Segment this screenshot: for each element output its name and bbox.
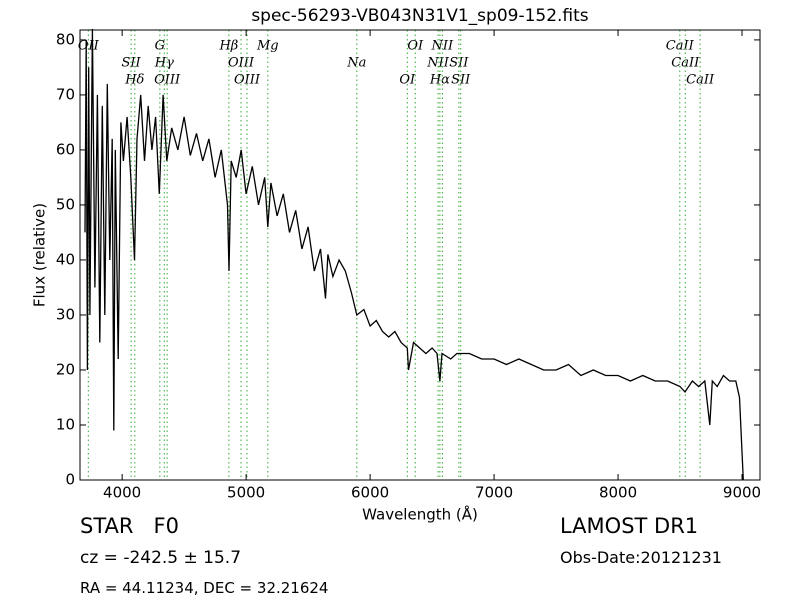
emission-label: OIII bbox=[154, 73, 181, 88]
emission-label: Hγ bbox=[154, 56, 174, 71]
emission-label: CaII bbox=[666, 39, 695, 54]
emission-label: SII bbox=[449, 56, 469, 71]
y-tick-label: 80 bbox=[56, 30, 75, 48]
x-tick-label: 9000 bbox=[723, 484, 761, 502]
y-tick-label: 0 bbox=[65, 471, 75, 489]
obs-date: Obs-Date:20121231 bbox=[560, 548, 722, 567]
emission-label: Hα bbox=[429, 73, 450, 88]
x-tick-label: 7000 bbox=[475, 484, 513, 502]
survey: LAMOST DR1 bbox=[560, 514, 699, 538]
emission-label: OI bbox=[399, 73, 416, 88]
x-tick-label: 5000 bbox=[227, 484, 265, 502]
emission-label: Hβ bbox=[218, 39, 238, 54]
emission-label: SII bbox=[121, 56, 141, 71]
x-axis-label: Wavelength (Å) bbox=[362, 505, 478, 524]
emission-label: OIII bbox=[228, 56, 255, 71]
spectrum bbox=[84, 28, 744, 481]
y-tick-label: 50 bbox=[56, 195, 75, 213]
y-tick-label: 30 bbox=[56, 305, 75, 323]
emission-label: OII bbox=[78, 39, 100, 54]
emission-label: CaII bbox=[686, 73, 715, 88]
y-tick-label: 10 bbox=[56, 415, 75, 433]
emission-label: Na bbox=[346, 56, 366, 71]
emission-label: CaII bbox=[671, 56, 700, 71]
emission-label: NII bbox=[431, 39, 455, 54]
y-tick-label: 20 bbox=[56, 360, 75, 378]
y-tick-label: 40 bbox=[56, 250, 75, 268]
emission-label: Mg bbox=[256, 39, 279, 54]
object-class: STAR F0 bbox=[80, 514, 179, 538]
y-tick-label: 60 bbox=[56, 140, 75, 158]
redshift: cz = -242.5 ± 15.7 bbox=[80, 548, 242, 568]
emission-label: OI bbox=[407, 39, 424, 54]
x-tick-label: 4000 bbox=[103, 484, 141, 502]
emission-label: NII bbox=[426, 56, 450, 71]
plot-frame bbox=[79, 29, 761, 481]
emission-label: G bbox=[155, 39, 165, 54]
y-axis-label: Flux (relative) bbox=[31, 203, 49, 307]
coordinates: RA = 44.11234, DEC = 32.21624 bbox=[80, 579, 329, 597]
emission-label: SII bbox=[451, 73, 471, 88]
x-tick-label: 8000 bbox=[599, 484, 637, 502]
emission-label: OIII bbox=[234, 73, 261, 88]
y-tick-label: 70 bbox=[56, 85, 75, 103]
chart-title: spec-56293-VB043N31V1_sp09-152.fits bbox=[251, 6, 588, 26]
emission-label: Hδ bbox=[124, 73, 144, 88]
x-tick-label: 6000 bbox=[351, 484, 389, 502]
